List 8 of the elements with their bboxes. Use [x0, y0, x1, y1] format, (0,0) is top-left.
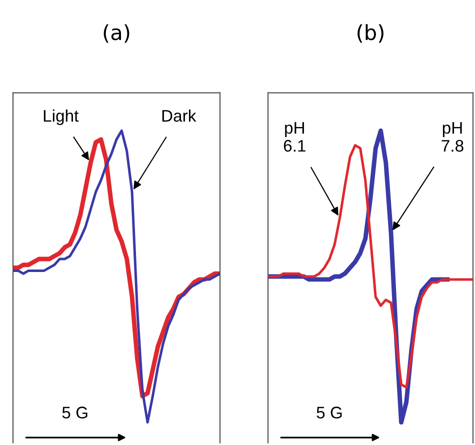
annotation: pH 7.8 — [442, 122, 464, 152]
chart-title: (a) — [104, 24, 130, 43]
annotation: 5 G — [316, 406, 342, 418]
chart-title: (b) — [358, 24, 384, 43]
text: Dark — [162, 110, 196, 122]
annotation: 5 G — [62, 406, 88, 418]
text: Light — [44, 110, 79, 126]
annotation: pH 6.1 — [284, 122, 306, 152]
